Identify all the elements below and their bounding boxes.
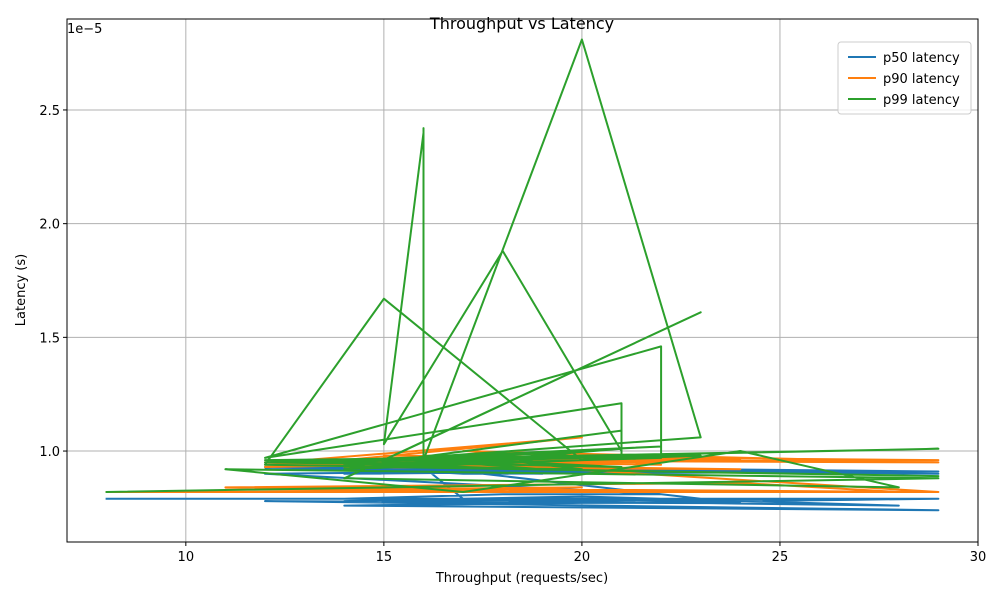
legend-label-p99: p99 latency xyxy=(883,93,960,108)
chart-title: Throughput vs Latency xyxy=(429,14,614,33)
plot-frame xyxy=(66,18,979,543)
series-line-p99 xyxy=(105,38,940,494)
tick-layer: 10 15 20 25 30 1.0 1.5 2.0 2.5 xyxy=(39,104,986,565)
series-layer xyxy=(105,38,940,512)
x-axis-label: Throughput (requests/sec) xyxy=(435,571,608,586)
x-tick-label: 10 xyxy=(178,550,195,565)
legend: p50 latency p90 latency p99 latency xyxy=(837,41,972,115)
x-tick-label: 15 xyxy=(376,550,393,565)
y-axis-offset-text: 1e−5 xyxy=(67,22,102,37)
y-tick-label: 2.5 xyxy=(39,104,60,119)
y-axis-label: Latency (s) xyxy=(14,254,29,326)
legend-label-p90: p90 latency xyxy=(883,72,960,87)
x-tick-label: 30 xyxy=(970,550,987,565)
legend-box xyxy=(837,41,972,115)
y-tick-label: 2.0 xyxy=(39,218,60,233)
legend-label-p50: p50 latency xyxy=(883,51,960,66)
legend-entry-p50: p50 latency xyxy=(848,51,960,66)
y-tick-label: 1.0 xyxy=(39,445,60,460)
x-tick-label: 25 xyxy=(772,550,789,565)
y-tick-label: 1.5 xyxy=(39,331,60,346)
legend-entry-p90: p90 latency xyxy=(848,72,960,87)
legend-entry-p99: p99 latency xyxy=(848,93,960,108)
x-tick-label: 20 xyxy=(574,550,591,565)
